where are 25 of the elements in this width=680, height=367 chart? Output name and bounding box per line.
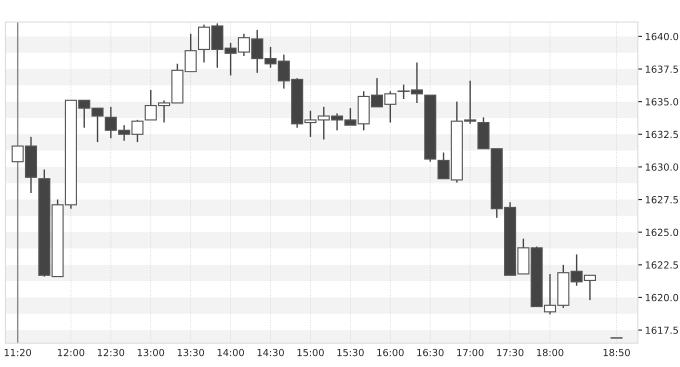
x-tick-label: 18:00	[537, 348, 564, 356]
y-tick-label: 1635.0	[646, 98, 678, 106]
x-tick-label: 11:20	[4, 348, 32, 356]
y-tick-label: 1632.5	[646, 130, 678, 138]
y-tick-label: 1630.0	[646, 163, 678, 171]
x-tick-label: 18:50	[604, 348, 630, 356]
y-tick-label: 1625.0	[646, 228, 678, 236]
x-tick-label: 12:30	[98, 348, 124, 356]
y-tick-label: 1637.5	[646, 65, 678, 73]
x-tick-label: 15:30	[337, 348, 364, 356]
x-tick-label: 16:30	[417, 348, 444, 356]
x-tick-label: 16:00	[377, 348, 404, 356]
x-tick-label: 12:00	[58, 348, 84, 356]
x-tick-label: 17:30	[497, 348, 524, 356]
x-tick-label: 17:00	[457, 348, 484, 356]
x-tick-label: 14:00	[218, 348, 244, 356]
y-tick-label: 1627.5	[646, 196, 678, 204]
y-tick-label: 1617.5	[646, 326, 678, 334]
y-tick-label: 1640.0	[646, 32, 678, 40]
x-tick-label: 15:00	[298, 348, 324, 356]
y-tick-label: 1620.0	[646, 294, 678, 302]
x-tick-label: 14:30	[258, 348, 284, 356]
x-tick-label: 13:30	[178, 348, 204, 356]
y-tick-label: 1622.5	[646, 261, 678, 269]
x-tick-label: 13:00	[138, 348, 164, 356]
